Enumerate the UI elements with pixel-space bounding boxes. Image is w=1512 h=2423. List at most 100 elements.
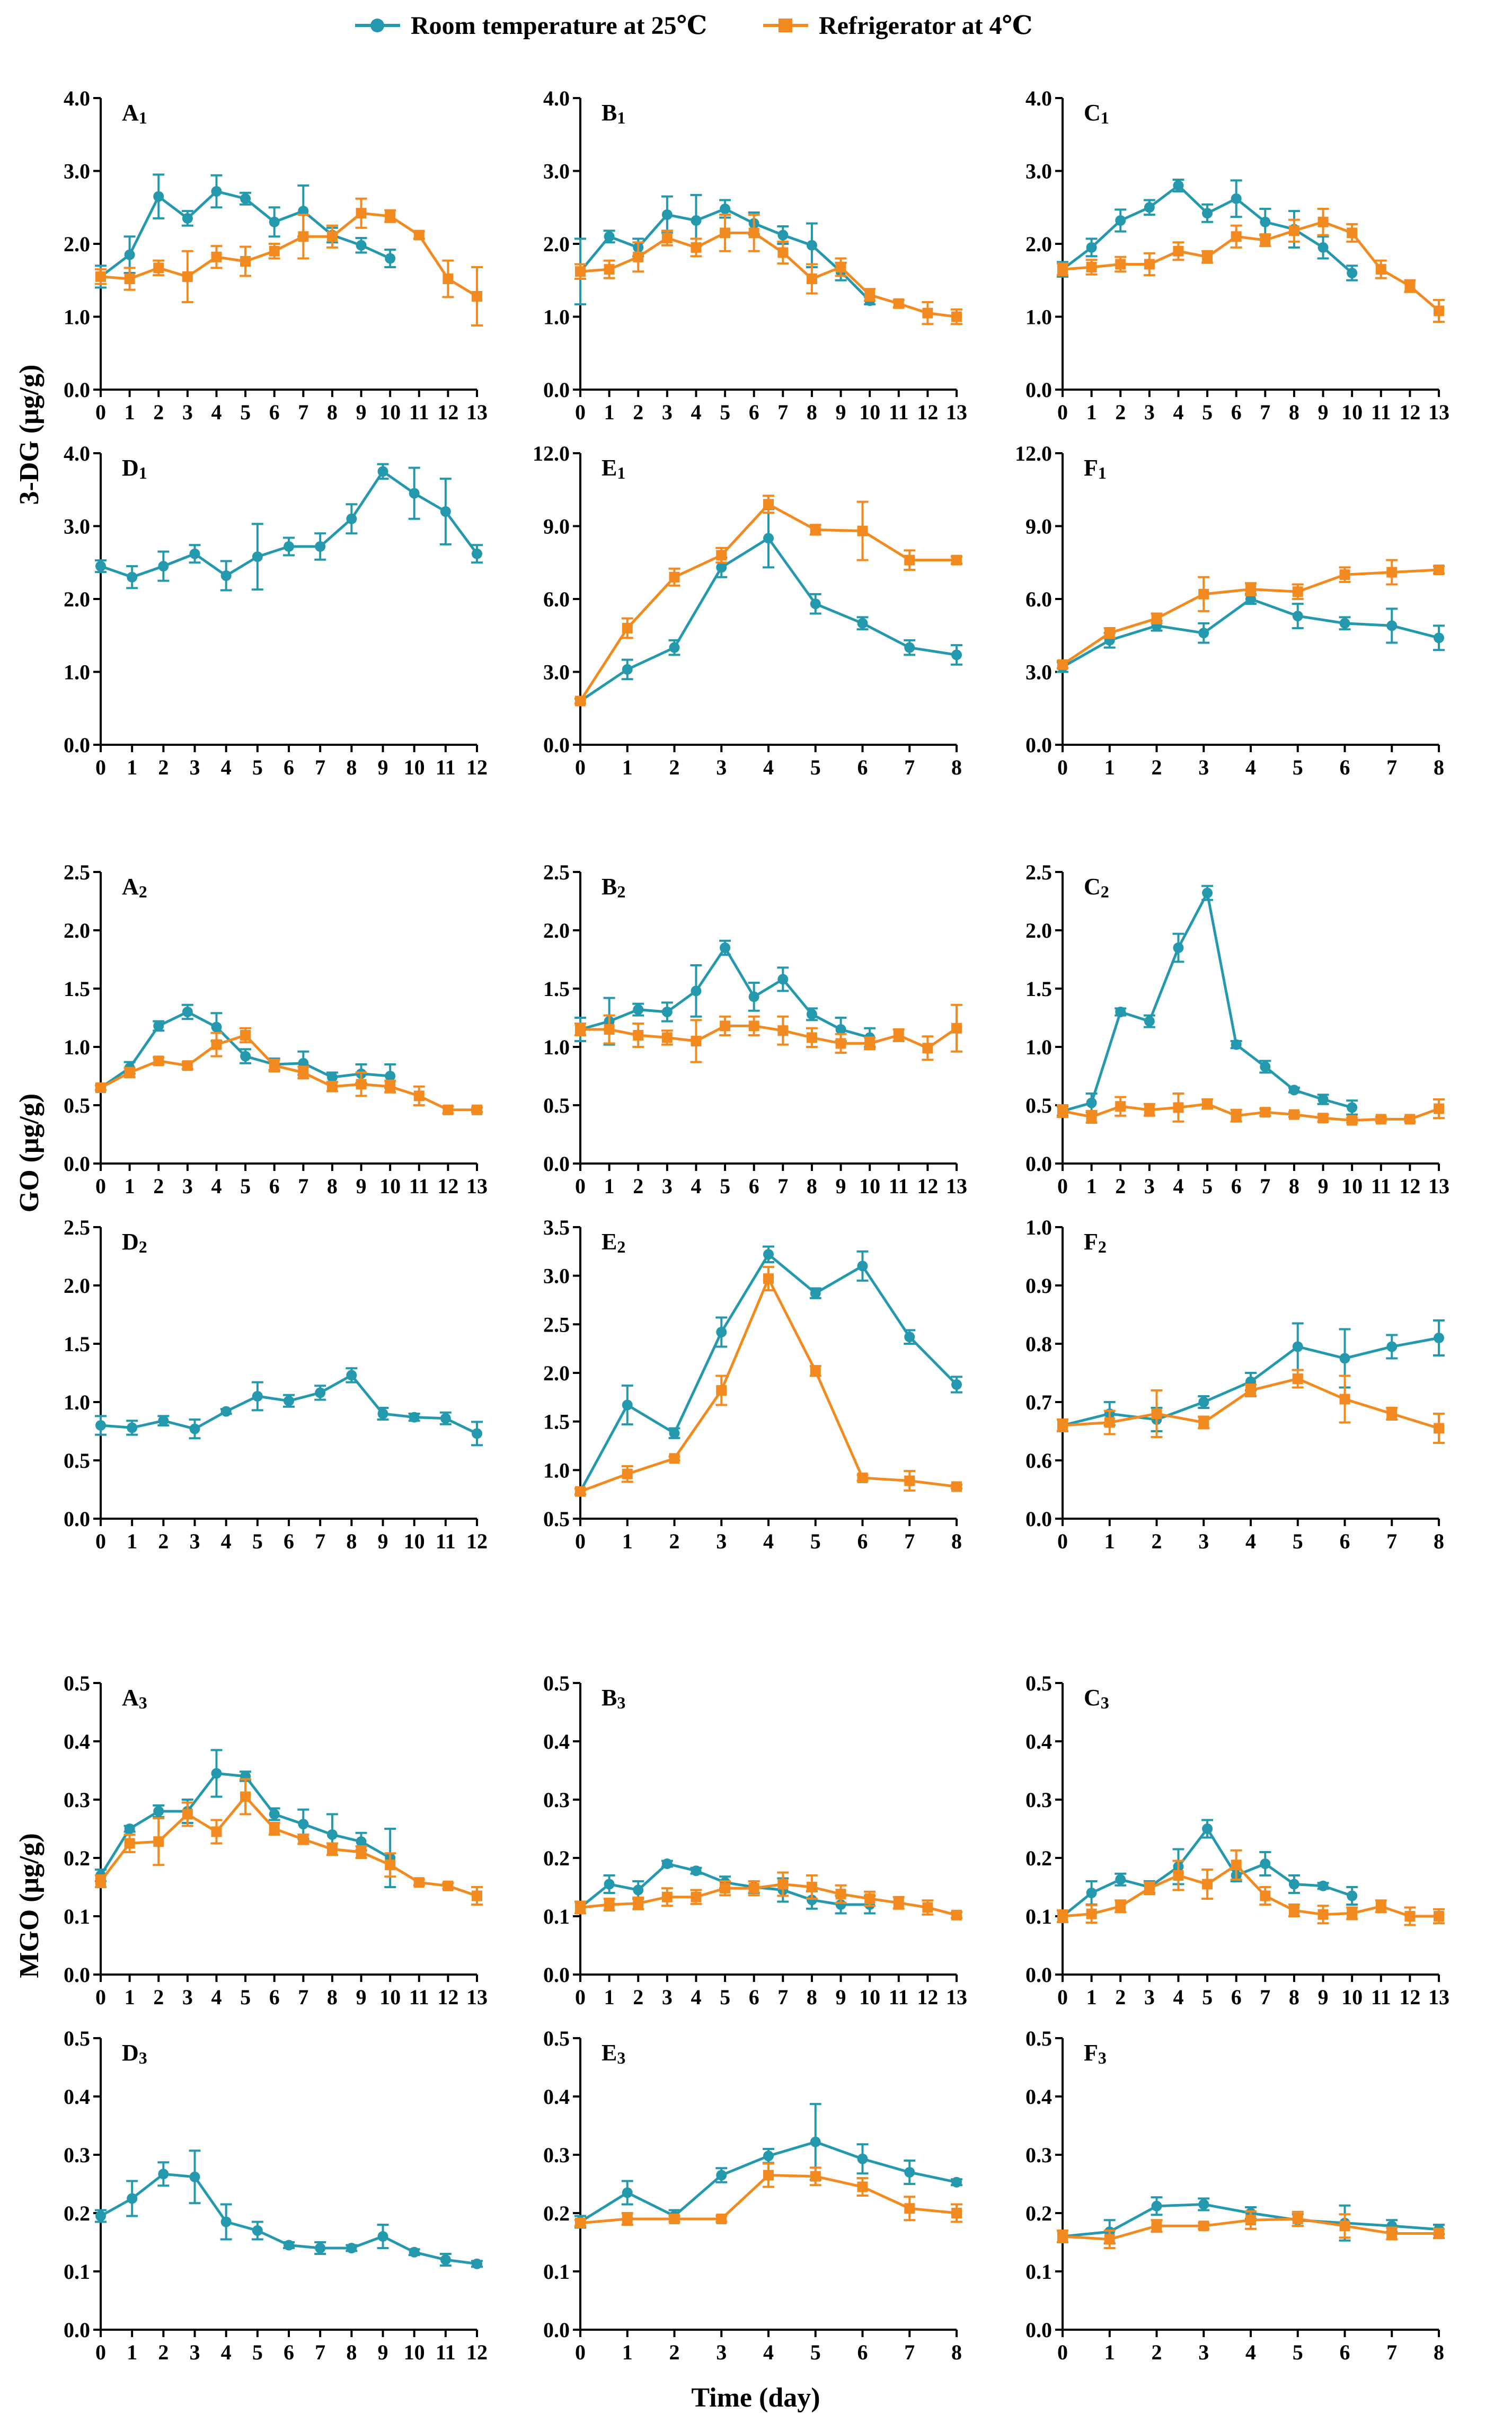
x-tick-label: 7 — [315, 2340, 325, 2364]
x-tick-label: 0 — [1057, 400, 1068, 424]
x-tick-label: 0 — [95, 755, 106, 779]
x-tick-label: 0 — [95, 1985, 106, 2009]
data-point — [633, 1898, 644, 1909]
data-point — [346, 513, 357, 524]
data-point — [1386, 1341, 1398, 1352]
x-tick-label: 4 — [763, 1529, 774, 1553]
y-tick-label: 0.0 — [1025, 2318, 1052, 2342]
data-point — [604, 1899, 615, 1910]
data-point — [124, 274, 135, 284]
x-tick-label: 6 — [269, 1174, 280, 1198]
x-tick-label: 1 — [1086, 400, 1097, 424]
x-tick-label: 10 — [404, 2340, 425, 2364]
x-tick-label: 7 — [1386, 2340, 1397, 2364]
data-point — [220, 570, 232, 581]
y-tick-label: 6.0 — [1025, 587, 1052, 611]
data-point — [661, 1007, 673, 1017]
series-fridge — [1057, 559, 1445, 670]
data-point — [356, 208, 367, 219]
x-tick-label: 2 — [158, 1529, 169, 1553]
x-tick-label: 9 — [356, 1174, 367, 1198]
x-tick-label: 10 — [859, 1985, 880, 2009]
data-point — [189, 1423, 200, 1434]
x-tick-label: 5 — [1293, 755, 1303, 779]
x-tick-label: 0 — [1057, 1174, 1068, 1198]
x-tick-label: 5 — [720, 1985, 730, 2009]
data-point — [904, 1475, 915, 1486]
series-fridge — [574, 214, 962, 325]
x-tick-label: 2 — [1115, 1174, 1126, 1198]
x-tick-label: 12 — [917, 400, 938, 424]
data-point — [691, 1036, 702, 1046]
y-tick-label: 1.0 — [543, 1458, 570, 1482]
data-point — [777, 247, 789, 258]
data-point — [269, 216, 280, 227]
x-tick-label: 8 — [807, 1985, 817, 2009]
x-tick-label: 7 — [777, 400, 788, 424]
data-point — [763, 1273, 774, 1284]
data-point — [1086, 1908, 1097, 1919]
series-room — [1057, 885, 1358, 1117]
data-point — [1434, 2228, 1444, 2239]
data-point — [604, 1879, 615, 1890]
data-point — [269, 1823, 280, 1834]
y-tick-label: 2.5 — [543, 1312, 570, 1336]
y-tick-label: 1.0 — [64, 1390, 90, 1414]
data-point — [377, 1408, 388, 1419]
y-tick-label: 1.0 — [1025, 305, 1052, 329]
panel-label: B2 — [602, 874, 625, 901]
data-point — [604, 1024, 615, 1035]
data-point — [1347, 1908, 1358, 1919]
data-point — [189, 548, 200, 559]
x-tick-label: 2 — [158, 755, 169, 779]
panel-F3: 0.00.10.20.30.40.50 1 2 3 4 5 6 7 8F3 — [1025, 2026, 1445, 2364]
y-tick-label: 1.0 — [64, 1035, 90, 1059]
x-tick-label: 5 — [1202, 400, 1213, 424]
panel-subscript: 1 — [1101, 108, 1109, 127]
data-point — [922, 307, 933, 319]
data-point — [1198, 1397, 1209, 1407]
x-tick-label: 3 — [182, 1174, 193, 1198]
data-point — [356, 240, 367, 251]
panel-label: F3 — [1084, 2040, 1107, 2067]
data-point — [857, 2153, 868, 2164]
x-tick-label: 4 — [1173, 1985, 1183, 2009]
x-tick-label: 9 — [356, 1985, 367, 2009]
x-tick-label: 8 — [327, 400, 338, 424]
data-point — [1339, 569, 1350, 580]
data-point — [951, 2208, 962, 2218]
x-tick-label: 10 — [859, 400, 880, 424]
x-tick-label: 7 — [904, 1529, 915, 1553]
data-point — [1144, 1016, 1155, 1027]
data-point — [1151, 613, 1162, 624]
data-point — [904, 1332, 915, 1343]
data-point — [720, 227, 731, 239]
y-tick-label: 0.3 — [543, 2143, 570, 2167]
data-point — [777, 1025, 789, 1036]
data-point — [806, 1882, 817, 1892]
data-point — [857, 2181, 868, 2192]
x-tick-label: 1 — [622, 755, 633, 779]
x-tick-label: 11 — [436, 755, 456, 779]
legend-fridge: Refrigerator at 4℃ — [763, 12, 1032, 40]
x-tick-label: 3 — [662, 400, 673, 424]
x-tick-label: 6 — [1231, 1985, 1242, 2009]
y-tick-label: 0.0 — [543, 378, 570, 402]
data-point — [1339, 1394, 1350, 1405]
x-tick-label: 10 — [379, 400, 401, 424]
x-tick-label: 3 — [662, 1174, 673, 1198]
x-tick-label: 5 — [810, 1529, 821, 1553]
data-point — [240, 1051, 251, 1062]
panel-letter: D — [122, 2040, 139, 2066]
x-tick-label: 13 — [1428, 1174, 1449, 1198]
panel-subscript: 1 — [139, 463, 147, 482]
data-point — [1318, 1113, 1329, 1124]
ylabel-3dg: 3-DG (μg/g) — [14, 365, 45, 505]
x-tick-label: 8 — [1289, 400, 1299, 424]
panel-letter: F — [1084, 455, 1098, 481]
panel-subscript: 3 — [1101, 1693, 1109, 1712]
data-point — [472, 1428, 482, 1439]
data-point — [346, 1370, 357, 1381]
data-point — [95, 271, 106, 282]
x-tick-label: 3 — [190, 1529, 200, 1553]
